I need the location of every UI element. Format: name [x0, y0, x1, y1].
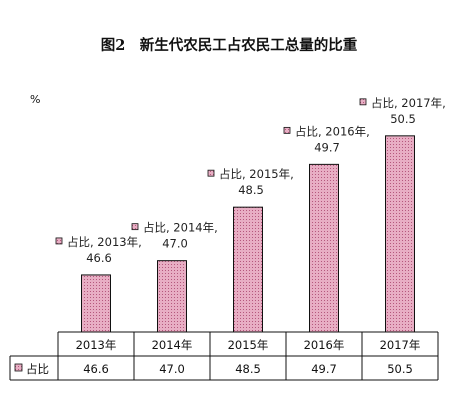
data-label-value: 46.6 [86, 251, 112, 265]
data-label-series: 占比, 2015年, [219, 167, 294, 181]
category-label: 2014年 [152, 338, 193, 352]
legend-key [14, 363, 23, 372]
data-label-series: 占比, 2017年, [371, 96, 446, 110]
chart-title: 图2 新生代农民工占农民工总量的比重 [101, 36, 358, 54]
data-label-key [207, 169, 215, 177]
data-label-value: 50.5 [390, 112, 416, 126]
data-label-value: 49.7 [314, 140, 340, 154]
data-label-key [55, 237, 63, 245]
data-label-series: 占比, 2014年, [143, 221, 218, 235]
table-value: 50.5 [387, 362, 413, 376]
category-label: 2016年 [304, 338, 345, 352]
unit-label: % [30, 93, 40, 106]
data-label-key [359, 98, 367, 106]
bars [81, 135, 415, 333]
category-label: 2013年 [76, 338, 117, 352]
category-label: 2017年 [380, 338, 421, 352]
data-label-key [283, 126, 291, 134]
data-labels: 占比, 2013年, 46.6 占比, 2014年, 47.0 占比, 2015年, 48… [55, 96, 446, 265]
category-label: 2015年 [228, 338, 269, 352]
data-label-series: 占比, 2016年, [295, 124, 370, 138]
legend-label: 占比 [26, 362, 49, 376]
data-label-value: 47.0 [162, 237, 188, 251]
bar [309, 163, 339, 333]
bar [385, 135, 415, 333]
data-label-key [131, 223, 139, 231]
table-value: 46.6 [83, 362, 109, 376]
bar [233, 206, 263, 333]
data-label-value: 48.5 [238, 183, 264, 197]
table-value: 47.0 [159, 362, 185, 376]
table-value: 49.7 [311, 362, 337, 376]
data-label-series: 占比, 2013年, [67, 235, 142, 249]
bar [157, 260, 187, 333]
bar [81, 274, 111, 333]
table-value: 48.5 [235, 362, 261, 376]
